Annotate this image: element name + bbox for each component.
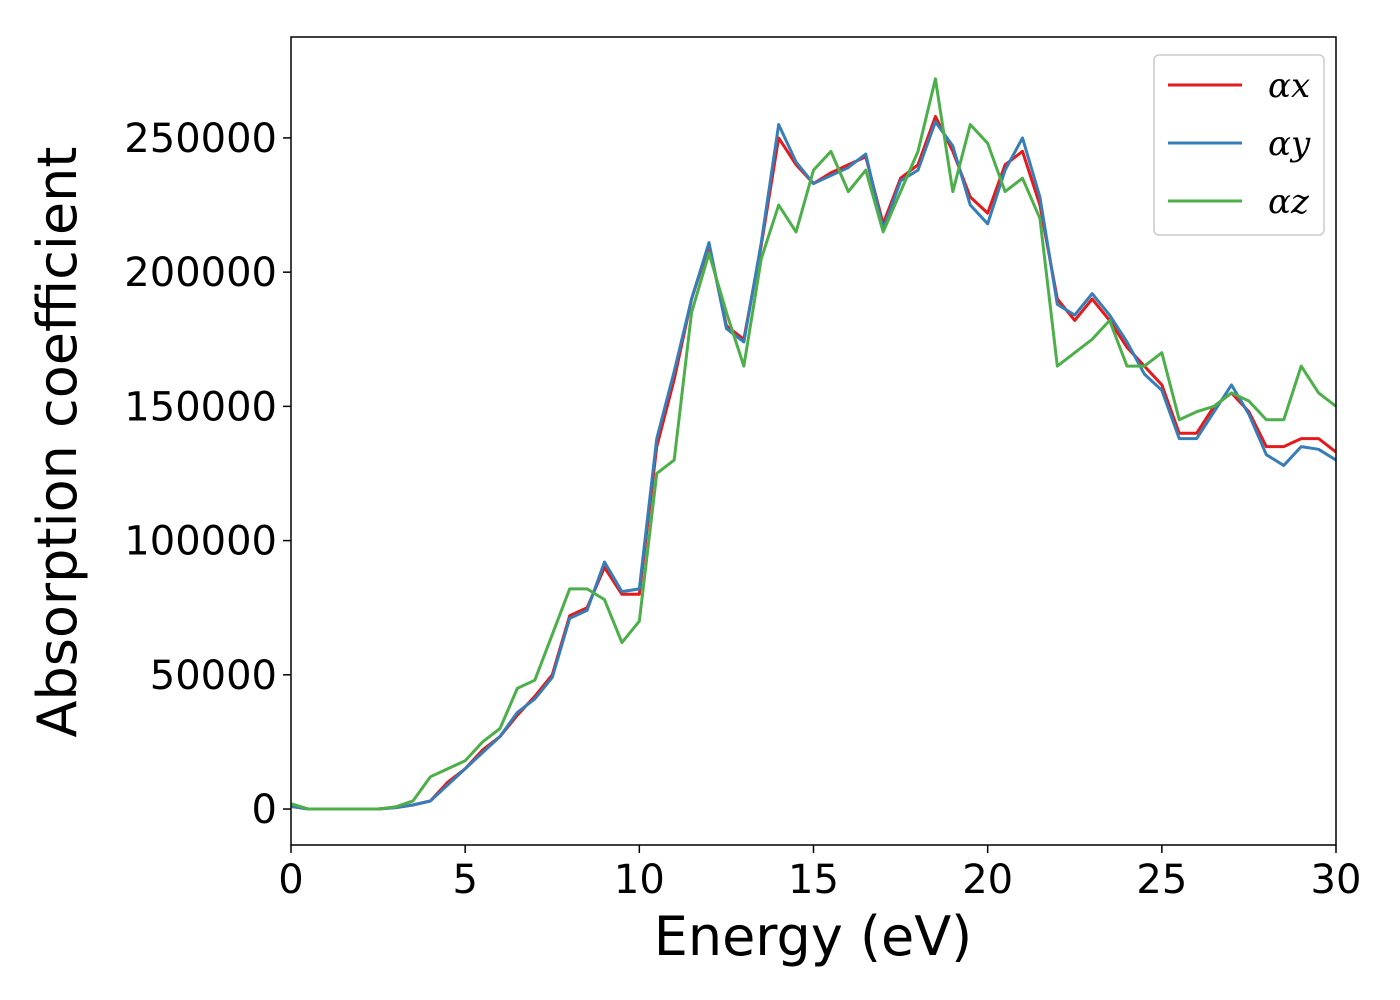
legend-label: αx [1268,66,1310,106]
plot-frame [290,36,1337,846]
y-tick-label: 0 [252,787,277,833]
y-tick-label: 200000 [124,250,277,296]
x-tick-label: 5 [452,857,477,903]
y-tick-label: 50000 [150,653,277,699]
y-tick-label: 150000 [124,384,277,430]
x-tick-label: 20 [962,857,1013,903]
x-tick-label: 0 [278,857,303,903]
legend-label: αy [1268,124,1311,164]
y-tick-label: 250000 [124,116,277,162]
x-tick-label: 30 [1311,857,1362,903]
y-axis-label: Absorption coefficient [26,147,89,738]
x-tick-label: 10 [614,857,665,903]
x-tick-label: 15 [788,857,839,903]
y-tick-label: 100000 [124,519,277,565]
data-line [290,120,1337,811]
data-line [290,77,1337,811]
legend-label: αz [1268,182,1310,222]
x-axis-label: Energy (eV) [654,905,973,968]
legend-box [1153,54,1325,236]
x-tick-label: 25 [1136,857,1187,903]
